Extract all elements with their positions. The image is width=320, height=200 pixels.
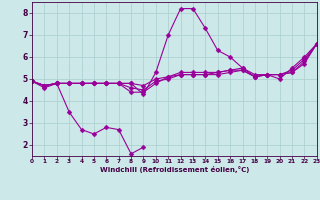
X-axis label: Windchill (Refroidissement éolien,°C): Windchill (Refroidissement éolien,°C) — [100, 166, 249, 173]
